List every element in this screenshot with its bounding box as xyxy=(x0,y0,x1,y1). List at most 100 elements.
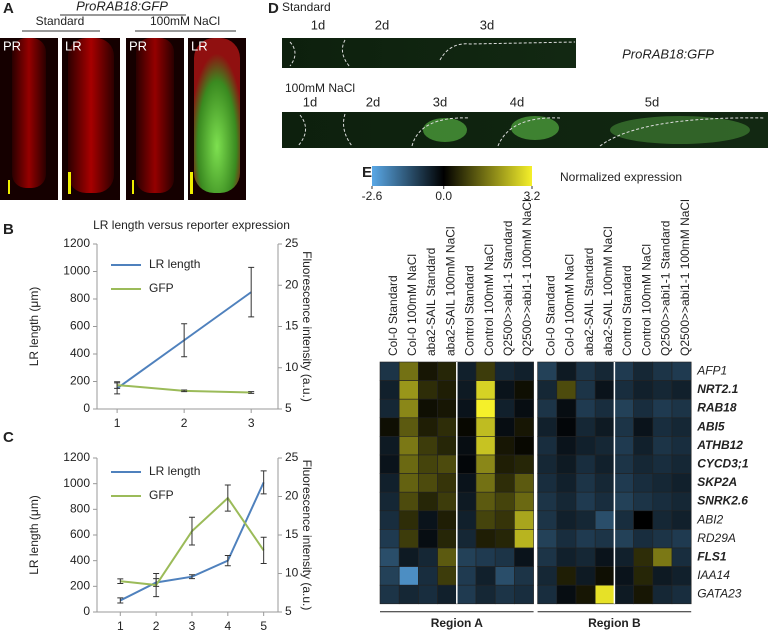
row-label: ABI5 xyxy=(696,419,725,433)
column-label: aba2-SAIL 100mM NaCl xyxy=(601,226,615,356)
panel-letter: C xyxy=(3,429,14,446)
heatmap-cell xyxy=(379,491,400,512)
heatmap-cell xyxy=(614,584,634,605)
heatmap-cell xyxy=(614,398,634,419)
day-label: 4d xyxy=(510,94,524,109)
heatmap-cell xyxy=(514,566,534,586)
colorbar-tick-label: 3.2 xyxy=(524,189,541,203)
heatmap-cell xyxy=(418,547,438,567)
error-bar xyxy=(114,381,121,389)
heatmap-cell xyxy=(456,436,477,456)
y2-tick-label: 10 xyxy=(285,566,299,580)
heatmap-cell xyxy=(437,398,458,419)
heatmap-cell xyxy=(614,491,634,512)
heatmap-cell xyxy=(633,510,654,530)
y-tick-label: 0 xyxy=(83,401,90,415)
heatmap-cell xyxy=(494,398,515,419)
heatmap-cell xyxy=(575,584,596,605)
heatmap-cell xyxy=(456,454,477,474)
heatmap-cell xyxy=(494,436,515,456)
heatmap-cell xyxy=(379,473,400,493)
heatmap-cell xyxy=(556,398,577,419)
heatmap-cell xyxy=(594,454,615,474)
heatmap-cell xyxy=(575,361,596,381)
heatmap-cell xyxy=(594,510,615,530)
x-tick-label: 3 xyxy=(248,416,255,430)
x-tick-label: 4 xyxy=(224,619,231,633)
heatmap-cell xyxy=(633,454,654,474)
row-label: SKP2A xyxy=(697,475,737,489)
heatmap-cell xyxy=(494,380,515,400)
heatmap-cell xyxy=(575,398,596,419)
heatmap-cell xyxy=(379,380,400,400)
heatmap-cell xyxy=(456,529,477,549)
legend-label: GFP xyxy=(149,488,174,502)
heatmap-cell xyxy=(418,454,438,474)
heatmap-cell xyxy=(633,417,654,437)
heatmap-cell xyxy=(614,566,634,586)
heatmap-cell xyxy=(514,510,534,530)
heatmap-cell xyxy=(437,547,458,567)
heatmap-cell xyxy=(614,529,634,549)
chart-title: LR length versus reporter expression xyxy=(93,218,290,232)
y2-axis-label: Fluorescence intensity (a.u.) xyxy=(300,460,314,611)
column-label: Control Standard xyxy=(620,265,634,356)
column-label: aba2-SAIL Standard xyxy=(582,248,596,356)
image-label: PR xyxy=(129,38,147,53)
heatmap-cell xyxy=(594,436,615,456)
y2-tick-label: 25 xyxy=(285,450,299,464)
legend-label: GFP xyxy=(149,281,174,295)
heatmap-cell xyxy=(475,361,496,381)
heatmap-cell xyxy=(494,417,515,437)
heatmap-cell xyxy=(514,436,534,456)
row-label: GATA23 xyxy=(697,587,742,601)
row-label: FLS1 xyxy=(697,549,727,563)
heatmap-cell xyxy=(379,529,400,549)
panel-letter: A xyxy=(3,0,14,17)
x-tick-label: 1 xyxy=(114,416,121,430)
error-bar xyxy=(117,597,124,604)
heatmap-cell xyxy=(418,566,438,586)
heatmap-cell xyxy=(398,510,419,530)
heatmap-cell xyxy=(398,417,419,437)
heatmap-cell xyxy=(556,380,577,400)
y2-tick-label: 15 xyxy=(285,527,299,541)
heatmap-cell xyxy=(475,529,496,549)
y-tick-label: 200 xyxy=(70,579,90,593)
heatmap-cell xyxy=(418,510,438,530)
heatmap-cell xyxy=(475,491,496,512)
heatmap-cell xyxy=(671,361,692,381)
column-label: Col-0 100mM NaCl xyxy=(405,254,419,356)
heatmap-cell xyxy=(418,584,438,605)
y2-tick-label: 5 xyxy=(285,401,292,415)
heatmap-cell xyxy=(671,417,692,437)
heatmap-cell xyxy=(633,473,654,493)
heatmap-cell xyxy=(556,547,577,567)
heatmap-cell xyxy=(671,584,692,605)
heatmap-cell xyxy=(652,566,673,586)
column-label: Col-0 100mM NaCl xyxy=(563,254,577,356)
error-bar xyxy=(248,391,255,394)
heatmap-cell xyxy=(437,584,458,605)
heatmap-cell xyxy=(671,566,692,586)
heatmap-cell xyxy=(514,473,534,493)
row-label: RAB18 xyxy=(697,401,737,415)
heatmap-cell xyxy=(475,436,496,456)
error-bar xyxy=(188,574,195,580)
heatmap-cell xyxy=(494,529,515,549)
heatmap-cell xyxy=(514,584,534,605)
heatmap-cell xyxy=(494,547,515,567)
heatmap-cell xyxy=(437,510,458,530)
day-label: 2d xyxy=(375,17,389,32)
column-label: Q2500>>abi1-1 Standard xyxy=(501,221,515,356)
heatmap-cell xyxy=(671,547,692,567)
heatmap-cell xyxy=(594,473,615,493)
heatmap-cell xyxy=(614,547,634,567)
heatmap-cell xyxy=(494,584,515,605)
error-bar xyxy=(153,573,160,598)
heatmap-cell xyxy=(456,473,477,493)
heatmap-cell xyxy=(594,380,615,400)
heatmap-cell xyxy=(379,510,400,530)
condition-label: Standard xyxy=(282,0,331,14)
heatmap-cell xyxy=(652,454,673,474)
